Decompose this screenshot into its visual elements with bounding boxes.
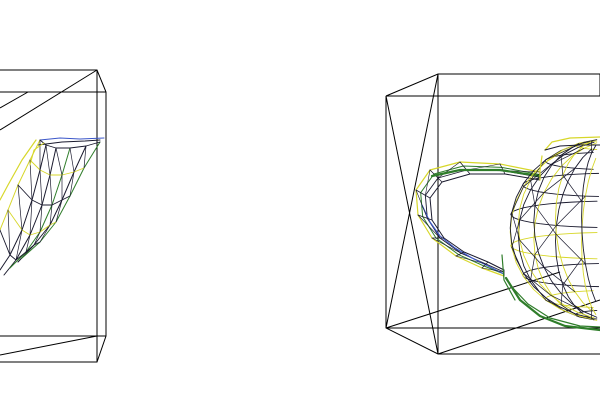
- left-bounding-box: [0, 69, 107, 363]
- body-diagonal: [530, 159, 547, 181]
- spout-diagonal: [25, 234, 31, 253]
- spout-rail: [3, 147, 57, 276]
- spout-diagonal: [15, 229, 23, 261]
- body-diagonal: [562, 258, 583, 286]
- body-longitude: [555, 140, 592, 312]
- body-base: [509, 284, 600, 328]
- handle-band: [430, 168, 542, 178]
- body-diagonal: [511, 186, 524, 213]
- body-diagonal: [511, 212, 521, 241]
- body-diagonal: [530, 179, 536, 207]
- body-latitude: [510, 200, 598, 228]
- handle-outer: [415, 161, 541, 277]
- spout-ring: [7, 209, 57, 236]
- body-longitude: [581, 157, 597, 315]
- spout-diagonal: [83, 145, 87, 169]
- handle-diagonal: [417, 214, 441, 239]
- spout-diagonal: [39, 204, 43, 233]
- body-diagonal: [530, 279, 547, 301]
- spout-diagonal: [7, 209, 11, 256]
- body-diagonal: [562, 174, 583, 202]
- handle-ring: [455, 251, 465, 257]
- body-diagonal: [560, 304, 579, 317]
- spout-ring: [29, 159, 85, 176]
- body-latitude: [544, 152, 594, 170]
- handle-inner: [429, 173, 541, 271]
- body-diagonal: [550, 295, 585, 313]
- spout-ring: [0, 229, 41, 261]
- spout-diagonal: [69, 171, 75, 197]
- spout-rim: [39, 137, 105, 141]
- spout-ring: [39, 139, 101, 149]
- body-diagonal: [560, 284, 564, 306]
- body-longitude: [555, 148, 592, 320]
- lid-rim: [544, 136, 600, 151]
- right-teapot-wireframe: [415, 136, 600, 332]
- spout-diagonal: [49, 174, 53, 206]
- body-diagonal: [534, 205, 557, 235]
- body-diagonal: [543, 167, 576, 193]
- body-base: [501, 254, 516, 301]
- spout-diagonal: [29, 199, 33, 236]
- handle-ring: [417, 214, 433, 221]
- body-diagonal: [545, 299, 577, 315]
- body-longitude: [509, 140, 594, 319]
- spout-diagonal: [29, 159, 33, 201]
- body-diagonal: [555, 234, 586, 265]
- spout-diagonal: [55, 147, 63, 176]
- spout-diagonal: [45, 144, 51, 176]
- body-diagonal: [560, 154, 564, 176]
- left-teapot-wireframe: [0, 137, 105, 276]
- body-diagonal: [530, 253, 536, 281]
- spout-outline: [0, 139, 37, 201]
- spout-diagonal: [55, 199, 63, 223]
- spout-rim: [37, 139, 101, 146]
- body-diagonal: [555, 195, 586, 226]
- spout-rail: [0, 144, 47, 271]
- right-bounding-box: [385, 73, 600, 355]
- lid-edge: [539, 155, 543, 181]
- handle-diagonal: [481, 267, 505, 273]
- body-diagonal: [550, 147, 585, 165]
- body-base: [504, 276, 600, 332]
- handle-ring: [499, 163, 506, 175]
- spout-rail: [0, 139, 41, 231]
- body-diagonal: [519, 192, 545, 221]
- spout-outline: [29, 142, 45, 166]
- spout-diagonal: [17, 184, 23, 231]
- handle-diagonal: [431, 237, 462, 254]
- body-diagonal: [511, 247, 524, 274]
- spout-diagonal: [39, 224, 51, 243]
- body-longitude: [581, 145, 597, 303]
- body-diagonal: [511, 219, 521, 248]
- body-latitude: [510, 232, 598, 260]
- lid-rim: [544, 144, 600, 151]
- body-diagonal: [543, 267, 576, 293]
- spout-rail: [21, 141, 101, 259]
- body-diagonal: [523, 164, 552, 187]
- handle-diagonal: [415, 189, 428, 219]
- left-viewport: [0, 69, 107, 363]
- spout-diagonal: [39, 169, 43, 206]
- handle-diagonal: [455, 255, 487, 265]
- handle-diagonal: [437, 161, 461, 179]
- right-viewport: [385, 73, 600, 355]
- body-diagonal: [523, 273, 552, 296]
- handle-ring: [459, 161, 471, 175]
- spout-diagonal: [49, 204, 53, 226]
- handle-ring: [481, 261, 489, 269]
- spout-diagonal: [69, 147, 75, 173]
- handle-diagonal: [425, 169, 431, 196]
- handle-ring: [415, 189, 431, 199]
- handle-rail: [421, 204, 505, 275]
- spout-ring: [17, 184, 71, 206]
- body-diagonal: [519, 239, 545, 268]
- spout-diagonal: [33, 231, 41, 246]
